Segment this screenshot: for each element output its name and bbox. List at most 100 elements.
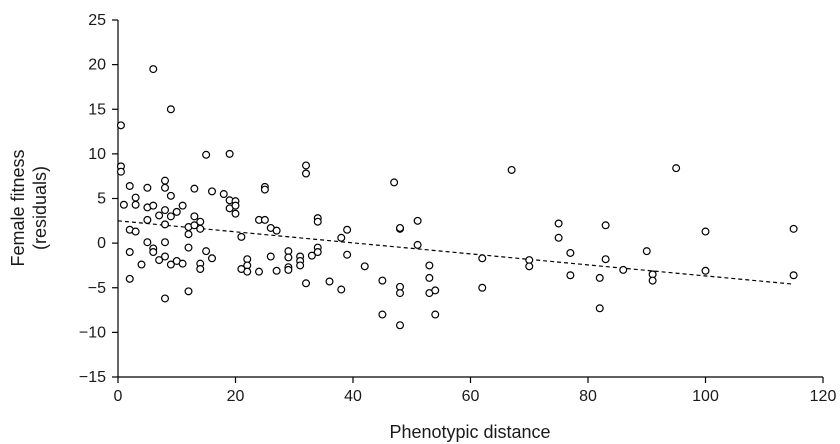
data-point	[296, 261, 305, 270]
data-point	[196, 217, 205, 226]
data-point	[566, 248, 575, 257]
data-point	[161, 238, 170, 247]
data-point	[161, 206, 170, 215]
data-point	[396, 289, 405, 298]
data-point	[161, 176, 170, 185]
data-point	[378, 276, 387, 285]
data-point	[125, 248, 134, 257]
data-point	[219, 190, 228, 199]
data-point	[260, 185, 269, 194]
data-point	[190, 212, 199, 221]
data-point	[554, 219, 563, 228]
data-point	[378, 310, 387, 319]
data-point	[166, 191, 175, 200]
data-point	[172, 207, 181, 216]
data-point	[337, 285, 346, 294]
trend-line	[117, 220, 794, 285]
y-axis-title-line-2: (residuals)	[30, 166, 50, 250]
data-point	[413, 216, 422, 225]
data-point	[137, 260, 146, 269]
data-point	[116, 121, 125, 130]
data-point	[431, 310, 440, 319]
data-point	[161, 183, 170, 192]
data-point	[302, 169, 311, 178]
data-point	[143, 238, 152, 247]
data-point	[143, 215, 152, 224]
data-point	[161, 294, 170, 303]
y-tick-label: −15	[79, 369, 106, 386]
data-point	[337, 233, 346, 242]
data-point	[272, 266, 281, 275]
data-point	[116, 167, 125, 176]
data-point	[601, 221, 610, 230]
data-point	[260, 215, 269, 224]
data-point	[225, 149, 234, 158]
data-point	[149, 248, 158, 257]
data-point	[360, 262, 369, 271]
data-point	[184, 243, 193, 252]
data-point	[642, 247, 651, 256]
y-tick-label: 10	[88, 146, 106, 163]
data-point	[284, 265, 293, 274]
y-axis-title-line-1: Female fitness	[8, 149, 28, 266]
data-point	[178, 201, 187, 210]
x-tick-label: 80	[579, 388, 597, 405]
data-point	[208, 187, 217, 196]
data-point	[231, 209, 240, 218]
data-point	[161, 252, 170, 261]
data-point	[255, 267, 264, 276]
data-point	[672, 164, 681, 173]
data-point	[131, 193, 140, 202]
x-tick-label: 40	[344, 388, 362, 405]
data-point	[425, 273, 434, 282]
data-point	[478, 254, 487, 263]
data-point	[595, 273, 604, 282]
data-point	[343, 250, 352, 259]
axis-titles: Phenotypic distance Female fitness (resi…	[8, 149, 551, 442]
x-tick-label: 20	[227, 388, 245, 405]
data-point	[789, 271, 798, 280]
data-point	[413, 240, 422, 249]
data-point	[119, 200, 128, 209]
data-point	[307, 251, 316, 260]
axes: −15 −10 −5 0 5 10 15 20 25 0 20 40 60 80 100 120	[79, 12, 837, 405]
data-point	[325, 277, 334, 286]
data-point	[231, 201, 240, 210]
data-point	[302, 279, 311, 288]
data-point	[648, 276, 657, 285]
data-point	[396, 223, 405, 232]
data-point	[701, 266, 710, 275]
data-points	[116, 65, 798, 330]
data-point	[190, 184, 199, 193]
data-point	[161, 220, 170, 229]
data-point	[284, 253, 293, 262]
data-point	[166, 105, 175, 114]
data-point	[396, 321, 405, 330]
data-point	[202, 247, 211, 256]
data-point	[208, 254, 217, 263]
y-tick-label: −10	[79, 324, 106, 341]
data-point	[566, 271, 575, 280]
data-point	[125, 274, 134, 283]
data-point	[196, 224, 205, 233]
y-tick-label: 25	[88, 12, 106, 29]
data-point	[525, 262, 534, 271]
x-tick-label: 60	[462, 388, 480, 405]
data-point	[237, 232, 246, 241]
data-point	[701, 227, 710, 236]
data-point	[343, 225, 352, 234]
data-point	[184, 230, 193, 239]
data-point	[243, 267, 252, 276]
trend-line-group	[117, 220, 794, 285]
data-point	[190, 221, 199, 230]
x-tick-label: 100	[692, 388, 719, 405]
data-point	[149, 201, 158, 210]
x-axis-title: Phenotypic distance	[389, 422, 550, 442]
data-point	[507, 165, 516, 174]
data-point	[166, 212, 175, 221]
y-tick-label: 20	[88, 57, 106, 74]
data-point	[155, 211, 164, 220]
data-point	[313, 217, 322, 226]
